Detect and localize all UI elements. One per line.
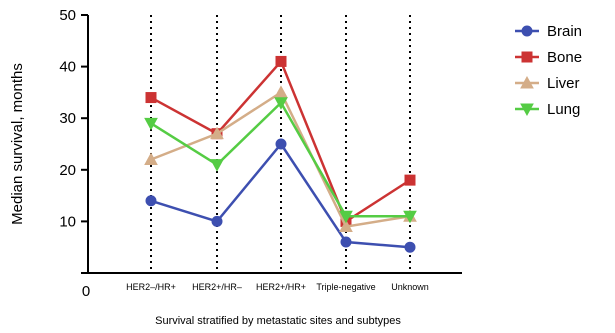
series-liver	[144, 85, 417, 233]
legend-item-liver: Liver	[515, 75, 580, 92]
data-point-brain	[404, 241, 416, 253]
x-category-label: Unknown	[391, 282, 429, 292]
legend-label-brain: Brain	[547, 23, 582, 40]
legend-label-liver: Liver	[547, 75, 580, 92]
legend: Brain Bone Liver Lung	[515, 23, 582, 118]
data-point-liver	[274, 85, 288, 98]
data-point-lung	[403, 210, 417, 224]
y-tick-label: 10	[59, 213, 76, 230]
legend-item-lung: Lung	[515, 101, 580, 118]
legend-item-brain: Brain	[515, 23, 582, 40]
x-category-label: HER2+/HR–	[192, 282, 242, 292]
data-point-lung	[339, 210, 353, 224]
y-axis-title: Median survival, months	[9, 63, 26, 225]
x-category-label: HER2+/HR+	[256, 282, 306, 292]
y-tick-label: 40	[59, 59, 76, 76]
x-axis-title: Survival stratified by metastatic sites …	[155, 315, 401, 327]
y-tick-label: 0	[82, 283, 90, 300]
data-point-brain	[340, 236, 352, 248]
series-lung	[144, 97, 417, 224]
y-axis-ticks: 0 10 20 30 40 50	[59, 7, 90, 300]
data-point-brain	[275, 138, 287, 150]
data-point-brain	[145, 195, 157, 207]
data-point-lung	[210, 159, 224, 172]
data-point-brain	[211, 215, 223, 227]
legend-item-bone: Bone	[515, 49, 582, 66]
y-tick-label: 50	[59, 7, 76, 24]
data-point-lung	[144, 117, 158, 131]
data-point-bone	[275, 55, 287, 67]
legend-marker-lung	[520, 103, 534, 117]
legend-label-bone: Bone	[547, 49, 582, 66]
series-brain	[145, 138, 416, 253]
data-point-liver	[339, 219, 353, 233]
y-tick-label: 30	[59, 110, 76, 127]
legend-marker-bone	[521, 51, 533, 63]
y-tick-label: 20	[59, 162, 76, 179]
data-point-liver	[144, 152, 158, 165]
legend-marker-brain	[521, 25, 533, 37]
data-point-bone	[145, 92, 157, 104]
axes	[87, 15, 462, 274]
legend-marker-liver	[520, 75, 534, 89]
data-point-liver	[210, 126, 224, 140]
x-category-label: Triple-negative	[316, 282, 375, 292]
x-axis-category-labels: HER2–/HR+ HER2+/HR– HER2+/HR+ Triple-negati…	[126, 282, 429, 292]
data-point-lung	[274, 97, 288, 110]
data-point-bone	[404, 174, 416, 186]
series-group	[144, 55, 417, 253]
x-category-label: HER2–/HR+	[126, 282, 176, 292]
legend-label-lung: Lung	[547, 101, 580, 118]
